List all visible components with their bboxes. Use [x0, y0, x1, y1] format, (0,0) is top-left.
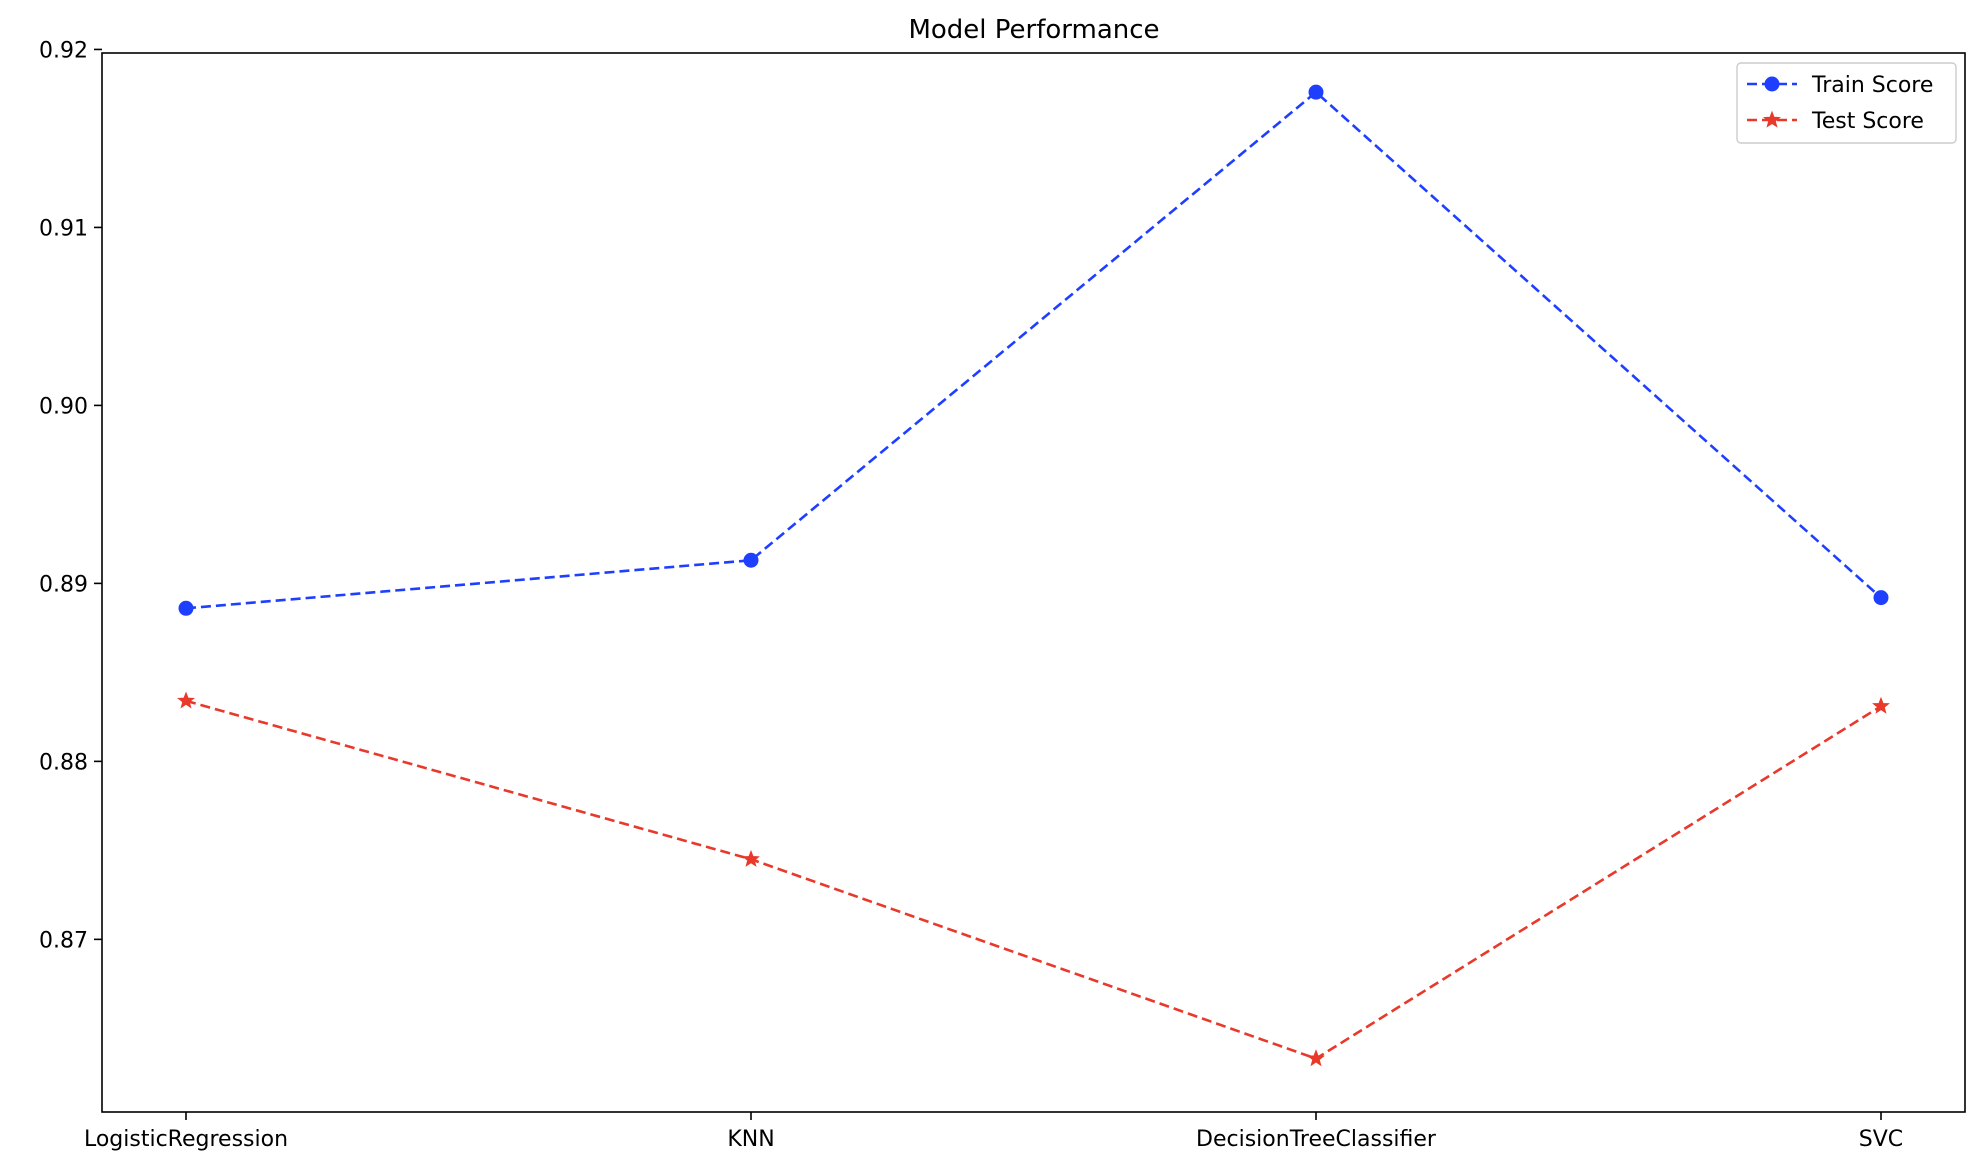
data-point-train-score	[743, 552, 759, 568]
y-tick-label: 0.92	[39, 38, 88, 63]
data-point-test-score	[177, 691, 195, 709]
series-line-test-score	[185, 699, 1882, 1061]
legend-entry-label: Test Score	[1811, 109, 1924, 134]
data-point-test-score	[742, 849, 760, 867]
plot-area-frame	[101, 52, 1966, 1113]
x-tick-label: LogisticRegression	[84, 1127, 288, 1152]
x-tick-label: DecisionTreeClassifier	[1196, 1127, 1437, 1152]
legend-marker	[1763, 110, 1781, 128]
y-tick-label: 0.90	[39, 394, 88, 419]
legend-entry-label: Train Score	[1811, 73, 1933, 98]
y-tick-label: 0.91	[39, 216, 88, 241]
chart-title: Model Performance	[908, 15, 1159, 45]
data-point-train-score	[1873, 590, 1889, 606]
data-point-test-score	[1307, 1049, 1325, 1067]
legend: Train Score Test Score	[1736, 62, 1957, 144]
y-tick-label: 0.88	[39, 750, 88, 775]
data-point-test-score	[1872, 696, 1890, 714]
data-point-train-score	[1308, 84, 1324, 100]
data-point-train-score	[178, 600, 194, 616]
legend-box	[1736, 62, 1957, 144]
series-line-train-score	[185, 90, 1882, 610]
y-tick-label: 0.89	[39, 572, 88, 597]
y-tick-label: 0.87	[39, 928, 88, 953]
x-tick-label: SVC	[1859, 1127, 1903, 1152]
legend-marker	[1764, 76, 1780, 92]
x-tick-label: KNN	[727, 1127, 774, 1152]
